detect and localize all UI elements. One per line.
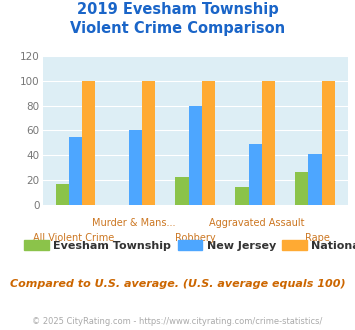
Text: Compared to U.S. average. (U.S. average equals 100): Compared to U.S. average. (U.S. average … <box>10 279 345 289</box>
Text: © 2025 CityRating.com - https://www.cityrating.com/crime-statistics/: © 2025 CityRating.com - https://www.city… <box>32 317 323 326</box>
Bar <box>142 81 155 205</box>
Bar <box>56 183 69 205</box>
Bar <box>235 187 248 205</box>
Text: 2019 Evesham Township: 2019 Evesham Township <box>77 2 278 16</box>
Bar <box>175 178 189 205</box>
Text: Murder & Mans...: Murder & Mans... <box>92 218 176 228</box>
Bar <box>308 154 322 205</box>
Legend: Evesham Township, New Jersey, National: Evesham Township, New Jersey, National <box>20 236 355 255</box>
Bar <box>129 130 142 205</box>
Text: Robbery: Robbery <box>175 233 215 243</box>
Text: Rape: Rape <box>305 233 330 243</box>
Bar <box>202 81 215 205</box>
Bar <box>295 172 308 205</box>
Text: Aggravated Assault: Aggravated Assault <box>208 218 304 228</box>
Bar <box>189 106 202 205</box>
Bar <box>82 81 95 205</box>
Bar <box>248 144 262 205</box>
Bar <box>322 81 335 205</box>
Text: All Violent Crime: All Violent Crime <box>33 233 114 243</box>
Text: Violent Crime Comparison: Violent Crime Comparison <box>70 21 285 36</box>
Bar <box>262 81 275 205</box>
Bar <box>69 137 82 205</box>
